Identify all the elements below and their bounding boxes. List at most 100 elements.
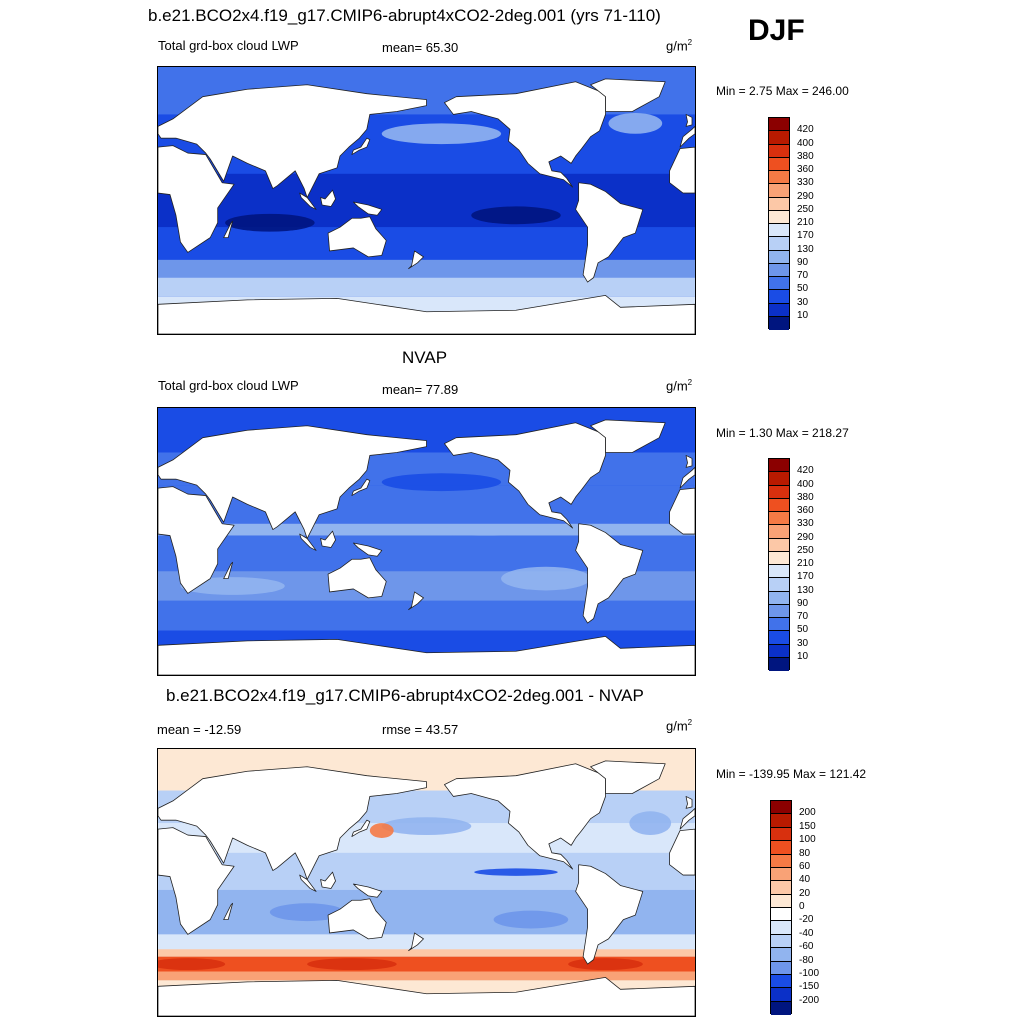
land-africa [158,827,235,935]
field-feature [381,473,502,492]
colorbar-swatch [769,512,789,526]
land-uk [685,114,693,127]
colorbar-swatch [769,485,789,499]
colorbar-swatch [769,237,789,251]
colorbar-level-label: 100 [799,834,816,846]
colorbar-level-label: 0 [799,901,805,912]
field-feature [501,566,591,591]
colorbar-swatch [771,854,791,868]
colorbar-swatch [769,657,789,671]
panel2-mean-label: mean= 77.89 [382,382,459,397]
land-eurasia [158,84,427,198]
colorbar-level-label: 10 [797,650,809,662]
colorbar-level-label: -200 [799,994,820,1006]
panel3-map [157,748,696,1017]
colorbar-swatch [769,184,789,198]
colorbar-level-label: 210 [797,558,814,569]
colorbar-level-label: -60 [799,941,814,953]
colorbar-swatch [769,472,789,486]
colorbar-swatch [769,157,789,171]
colorbar-swatch [769,644,789,658]
land-borneo [320,530,336,548]
colorbar-level-label: 360 [797,164,814,175]
colorbar-level-label: 150 [799,820,816,832]
colorbar-swatch [769,303,789,317]
colorbar-swatch [769,118,789,132]
colorbar-swatch [771,801,791,815]
land-greenland [590,760,666,794]
field-feature [225,213,315,232]
colorbar-swatch [771,1001,791,1015]
colorbar-swatch [771,827,791,842]
colorbar-swatch [769,224,789,238]
colorbar-swatch [771,974,791,989]
colorbar-level-label: 290 [797,190,814,202]
field-feature [381,817,472,836]
colorbar-swatch [769,498,789,512]
colorbar-level-label: 330 [797,177,814,189]
colorbar-swatch [769,459,789,473]
land-south-america [575,864,644,965]
panel1-map [157,66,696,335]
land-madagascar [223,220,234,239]
land-new-zealand [408,250,424,270]
land-antarctica [158,976,695,1016]
colorbar-swatch [769,604,789,618]
colorbar-swatch [769,551,789,565]
panel1-minmax: Min = 2.75 Max = 246.00 [716,84,849,98]
colorbar-level-label: 70 [797,270,809,281]
land-new-guinea [352,542,383,557]
panel1-left-label: Total grd-box cloud LWP [158,38,299,53]
colorbar-level-label: 130 [797,584,814,596]
colorbar-swatch [771,961,791,975]
colorbar-level-label: -20 [799,914,814,926]
colorbar-level-label: 360 [797,505,814,516]
field-band [158,259,695,278]
land-new-guinea [352,883,383,898]
colorbar-swatch [769,525,789,539]
field-feature [493,910,569,929]
colorbar-swatch [769,631,789,645]
colorbar-level-label: 170 [797,230,814,242]
field-feature [381,123,502,145]
colorbar-level-label: 50 [797,624,809,636]
colorbar-level-label: -40 [799,927,814,939]
land-eurasia-west [679,807,695,830]
colorbar-level-label: -150 [799,981,820,993]
colorbar-swatch [769,578,789,592]
field-feature [629,811,672,836]
colorbar-swatch [771,841,791,855]
field-feature [369,823,394,838]
panel3-minmax: Min = -139.95 Max = 121.42 [716,767,867,781]
colorbar-swatch [769,131,789,145]
colorbar-swatch [769,565,789,579]
colorbar-swatch [769,538,789,552]
land-uk [685,796,693,809]
panel2-colorbar [768,458,790,671]
colorbar-level-label: 380 [797,150,814,162]
colorbar-level-label: 420 [797,465,814,477]
colorbar-level-label: 330 [797,518,814,530]
colorbar-swatch [769,591,789,605]
colorbar-level-label: 30 [797,637,809,649]
colorbar-swatch [769,277,789,291]
panel2-left-label: Total grd-box cloud LWP [158,378,299,393]
land-antarctica [158,294,695,334]
panel2-units-exp: 2 [687,378,693,387]
colorbar-level-label: 90 [797,256,809,268]
field-band [158,971,695,981]
panel1-mean-label: mean= 65.30 [382,40,459,55]
field-feature [307,958,397,971]
field-feature [471,206,561,225]
field-feature [269,903,345,922]
colorbar-level-label: 210 [797,217,814,228]
panel2-units-base: g/m [666,378,688,394]
colorbar-swatch [769,144,789,158]
land-new-zealand [408,591,424,611]
land-new-guinea [352,201,383,216]
colorbar-swatch [769,210,789,224]
land-australia [327,557,387,599]
colorbar-level-label: 250 [797,203,814,215]
colorbar-swatch [771,948,791,962]
colorbar-level-label: -80 [799,954,814,966]
